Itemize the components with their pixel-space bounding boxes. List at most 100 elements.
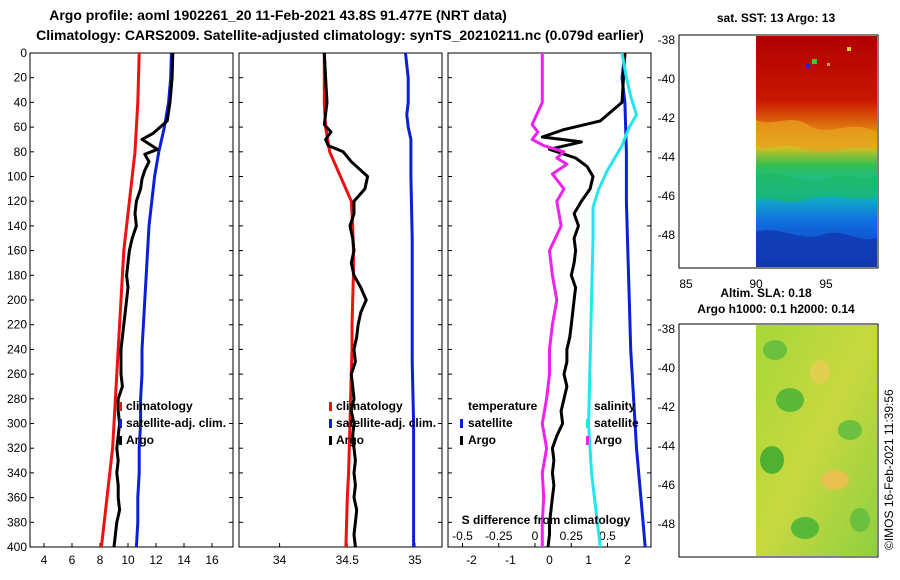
argo-location-marker xyxy=(806,64,810,68)
figure-title-line2: Climatology: CARS2009. Satellite-adjuste… xyxy=(36,27,644,43)
sst-pixel xyxy=(827,63,830,66)
legend-label-satellite: satellite-adj. clim. xyxy=(336,416,436,430)
legend-label-climatology: climatology xyxy=(126,399,193,413)
difference-panel: -0.5 -0.25 0 0.25 0.5 xyxy=(447,52,652,548)
legend-swatch-temp-satellite xyxy=(460,419,463,428)
legend-swatch-climatology xyxy=(119,402,122,411)
sla-eddy xyxy=(838,420,862,440)
difference-legend-temperature: temperature satellite Argo xyxy=(460,399,538,447)
y-tick-label: 180 xyxy=(7,268,27,282)
legend-label-satellite: satellite-adj. clim. xyxy=(126,416,226,430)
y-tick-label: 40 xyxy=(14,95,28,109)
sst-green-band xyxy=(756,173,877,202)
x-tick-label: -0.5 xyxy=(452,529,473,543)
y-tick-label: 320 xyxy=(7,441,27,455)
sla-eddy xyxy=(776,388,804,412)
series-line xyxy=(99,52,141,548)
lat-tick: -46 xyxy=(658,189,676,203)
secondary-x-tick-label: 0 xyxy=(546,553,553,567)
sst-map-title: sat. SST: 13 Argo: 13 xyxy=(717,11,836,25)
y-tick-label: 280 xyxy=(7,392,27,406)
sla-eddy xyxy=(763,340,787,360)
y-tick-label: 120 xyxy=(7,194,27,208)
y-tick-label: 0 xyxy=(20,46,27,60)
x-tick-label: 12 xyxy=(149,553,163,567)
sla-eddy xyxy=(791,517,819,539)
x-tick-label: 0.5 xyxy=(599,529,616,543)
temperature-panel: 0 20 40 60 80 100 120 140 160 180 200 220 240 260 280 3… xyxy=(7,46,234,567)
legend-title-salinity: salinity xyxy=(594,399,636,413)
imos-credit: ©IMOS 16-Feb-2021 11:39:56 xyxy=(882,389,896,550)
series-line xyxy=(620,52,647,548)
y-tick-label: 400 xyxy=(7,540,27,554)
sst-map xyxy=(678,34,879,269)
figure-title-line1: Argo profile: aoml 1902261_20 11-Feb-202… xyxy=(49,7,507,23)
sla-eddy xyxy=(810,360,830,384)
y-tick-label: 240 xyxy=(7,342,27,356)
series-line xyxy=(587,52,638,548)
difference-xlabel: S difference from climatology xyxy=(462,513,631,527)
lat-tick: -48 xyxy=(658,228,676,242)
sla-eddy xyxy=(850,508,870,532)
lat-tick: -42 xyxy=(658,111,676,125)
sst-lon-ticks: 85 90 95 xyxy=(679,277,833,291)
legend-label-argo: Argo xyxy=(126,433,154,447)
sla-eddy xyxy=(821,470,849,490)
difference-legend-salinity: salinity satellite Argo xyxy=(586,399,639,447)
lat-tick: -42 xyxy=(658,400,676,414)
x-tick-label: 0 xyxy=(532,529,539,543)
sla-lat-ticks: -38 -40 -42 -44 -46 -48 xyxy=(658,322,676,531)
sst-lat-ticks: -38 -40 -42 -44 -46 -48 xyxy=(658,33,676,242)
lat-tick: -48 xyxy=(658,517,676,531)
lat-tick: -40 xyxy=(658,72,676,86)
secondary-x-tick-label: -2 xyxy=(466,553,477,567)
y-tick-label: 340 xyxy=(7,466,27,480)
x-tick-label: 16 xyxy=(205,553,219,567)
y-tick-label: 60 xyxy=(14,120,28,134)
y-tick-label: 20 xyxy=(14,71,28,85)
lat-tick: -44 xyxy=(658,150,676,164)
legend-label-sal-satellite: satellite xyxy=(594,416,639,430)
sst-field xyxy=(756,36,877,267)
sst-cold-water xyxy=(756,230,877,267)
lat-tick: -44 xyxy=(658,439,676,453)
plot-frame xyxy=(238,52,443,548)
legend-swatch-sal-satellite xyxy=(586,419,589,428)
secondary-x-tick-label: 2 xyxy=(624,553,631,567)
y-tick-label: 140 xyxy=(7,219,27,233)
legend-label-argo: Argo xyxy=(336,433,364,447)
sla-eddy xyxy=(760,446,784,474)
legend-label-temp-argo: Argo xyxy=(468,433,496,447)
secondary-x-tick-label: -1 xyxy=(505,553,516,567)
legend-swatch-argo xyxy=(329,436,332,445)
x-tick-label: 35 xyxy=(408,553,422,567)
legend-swatch-argo xyxy=(119,436,122,445)
x-tick-label: -0.25 xyxy=(485,529,513,543)
x-tick-label: 8 xyxy=(97,553,104,567)
lat-tick: -46 xyxy=(658,478,676,492)
series-line xyxy=(134,52,173,548)
difference-secondary-ticks: -2 -1 0 1 2 xyxy=(466,553,631,567)
argo-location-marker xyxy=(812,59,817,64)
legend-label-sal-argo: Argo xyxy=(594,433,622,447)
y-tick-label: 100 xyxy=(7,170,27,184)
series-line xyxy=(112,52,175,548)
y-tick-label: 380 xyxy=(7,515,27,529)
y-tick-label: 360 xyxy=(7,491,27,505)
legend-swatch-satellite xyxy=(329,419,332,428)
plot-frame xyxy=(29,52,234,548)
salinity-panel: 34 34.5 35 xyxy=(238,52,443,567)
x-tick-label: 4 xyxy=(41,553,48,567)
x-tick-label: 34.5 xyxy=(336,553,360,567)
y-tick-label: 200 xyxy=(7,293,27,307)
lat-tick: -38 xyxy=(658,322,676,336)
temperature-legend: climatology satellite-adj. clim. Argo xyxy=(119,399,226,447)
x-tick-label: 0.25 xyxy=(560,529,584,543)
sst-front xyxy=(756,120,877,152)
x-tick-label: 6 xyxy=(69,553,76,567)
legend-label-temp-satellite: satellite xyxy=(468,416,513,430)
y-tick-label: 260 xyxy=(7,367,27,381)
sla-map xyxy=(678,323,879,558)
legend-swatch-climatology xyxy=(329,402,332,411)
